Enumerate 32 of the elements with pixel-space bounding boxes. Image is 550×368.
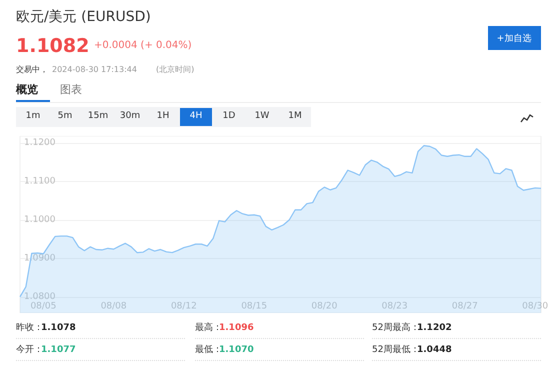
text: 5m	[58, 111, 72, 121]
text: 52周最低：	[372, 345, 420, 355]
text: 1.0448	[417, 345, 452, 355]
y-tick-label: 1.1200	[24, 138, 56, 148]
text: 1m	[26, 111, 40, 121]
text: 1.1096	[219, 323, 254, 333]
text: 图表	[60, 83, 82, 96]
text: 1.1078	[41, 323, 76, 333]
text: 1W	[254, 111, 270, 121]
text: 15m	[88, 111, 108, 121]
text: 1.1077	[41, 345, 76, 355]
text: 1M	[288, 111, 302, 121]
chart-title: 欧元/美元 (EURUSD)	[16, 9, 151, 25]
text: 2024-08-30 17:13:44	[52, 65, 137, 74]
text: 4H	[190, 111, 202, 121]
y-tick-label: 1.1000	[24, 214, 56, 225]
y-tick-label: 1.1100	[24, 176, 56, 186]
text: +加自选	[496, 34, 532, 44]
text: 1.1070	[219, 345, 254, 355]
text: +0.0004 (+ 0.04%)	[94, 40, 192, 51]
text: 昨收：	[16, 323, 43, 333]
text: 1.1202	[417, 323, 452, 333]
text: 1H	[156, 111, 170, 121]
x-tick-label: 08/30	[522, 302, 548, 312]
text: 52周最高：	[372, 323, 420, 333]
text: 30m	[120, 111, 140, 121]
text: 概览	[16, 83, 38, 96]
text: 1.1082	[16, 35, 90, 57]
text: 今开：	[16, 345, 43, 355]
text: (北京时间)	[156, 65, 194, 74]
text: 交易中，	[16, 65, 48, 74]
text: 1D	[222, 111, 236, 121]
